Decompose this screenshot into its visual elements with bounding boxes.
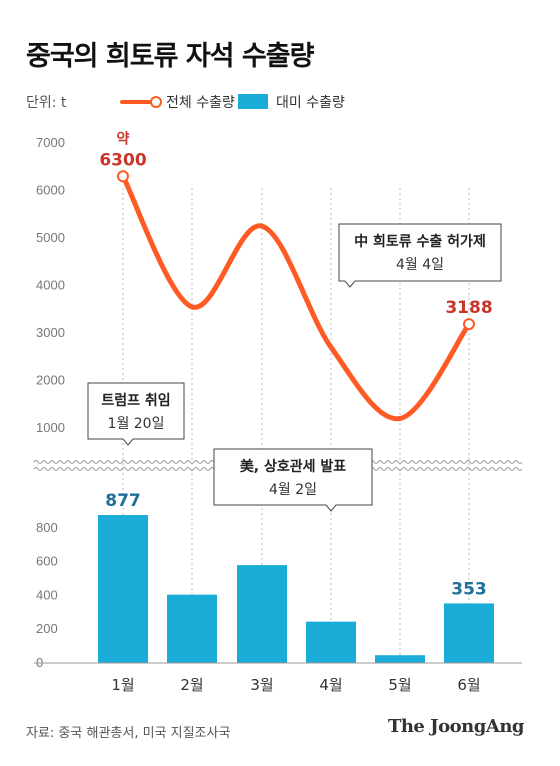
annotation-box-1 bbox=[87, 382, 185, 446]
annotation-box-3 bbox=[338, 223, 502, 288]
line-point-1 bbox=[117, 170, 129, 183]
annotation-date: 4월 4일 bbox=[396, 257, 444, 273]
annotation-date: 1월 20일 bbox=[108, 416, 165, 432]
bar-2 bbox=[167, 594, 217, 663]
annotation-date: 4월 2일 bbox=[269, 482, 317, 498]
bar-6 bbox=[444, 603, 494, 663]
line-y-tick: 6000 bbox=[36, 183, 65, 198]
x-tick-label: 3월 bbox=[250, 676, 273, 694]
legend-bar-label: 대미 수출량 bbox=[276, 95, 345, 111]
line-y-tick: 4000 bbox=[36, 278, 65, 293]
source-note: 자료: 중국 해관총서, 미국 지질조사국 bbox=[26, 726, 231, 741]
annotation-title: 트럼프 취임 bbox=[101, 393, 170, 409]
legend-bar-swatch bbox=[238, 94, 268, 109]
bar-y-tick: 800 bbox=[36, 520, 58, 535]
bar-1 bbox=[98, 515, 148, 663]
line-point-6 bbox=[463, 318, 475, 331]
unit-label: 단위: t bbox=[26, 95, 67, 111]
x-tick-label: 2월 bbox=[180, 676, 203, 694]
chart-title: 중국의 희토류 자석 수출량 bbox=[26, 41, 314, 72]
bar-data-label: 353 bbox=[451, 579, 487, 599]
x-tick-label: 4월 bbox=[319, 676, 342, 694]
line-y-tick: 7000 bbox=[36, 135, 65, 150]
annotation-title: 美, 상호관세 발표 bbox=[240, 458, 346, 475]
bar-5 bbox=[375, 655, 425, 663]
line-data-label: 3188 bbox=[445, 298, 492, 318]
x-tick-label: 5월 bbox=[388, 676, 411, 694]
line-data-label: 6300 bbox=[99, 150, 146, 170]
bar-y-tick: 200 bbox=[36, 621, 58, 636]
line-label-prefix: 약 bbox=[117, 130, 130, 147]
legend-line-label: 전체 수출량 bbox=[166, 95, 235, 111]
bar-3 bbox=[237, 565, 287, 663]
legend-line-marker bbox=[150, 96, 162, 108]
brand-logo: The JoongAng bbox=[387, 716, 525, 737]
bar-y-tick: 400 bbox=[36, 587, 58, 602]
legend-line-swatch bbox=[120, 100, 156, 104]
line-y-tick: 1000 bbox=[36, 420, 65, 435]
line-y-tick: 5000 bbox=[36, 230, 65, 245]
annotation-title: 中 희토류 수출 허가제 bbox=[354, 233, 486, 250]
total-export-line bbox=[120, 173, 472, 422]
bar-4 bbox=[306, 621, 356, 663]
annotation-box-2 bbox=[213, 448, 373, 512]
line-y-tick: 3000 bbox=[36, 325, 65, 340]
x-tick-label: 1월 bbox=[111, 676, 134, 694]
line-y-tick: 2000 bbox=[36, 373, 65, 388]
bar-data-label: 877 bbox=[105, 491, 141, 511]
bar-y-tick: 600 bbox=[36, 554, 58, 569]
x-tick-label: 6월 bbox=[457, 676, 480, 694]
